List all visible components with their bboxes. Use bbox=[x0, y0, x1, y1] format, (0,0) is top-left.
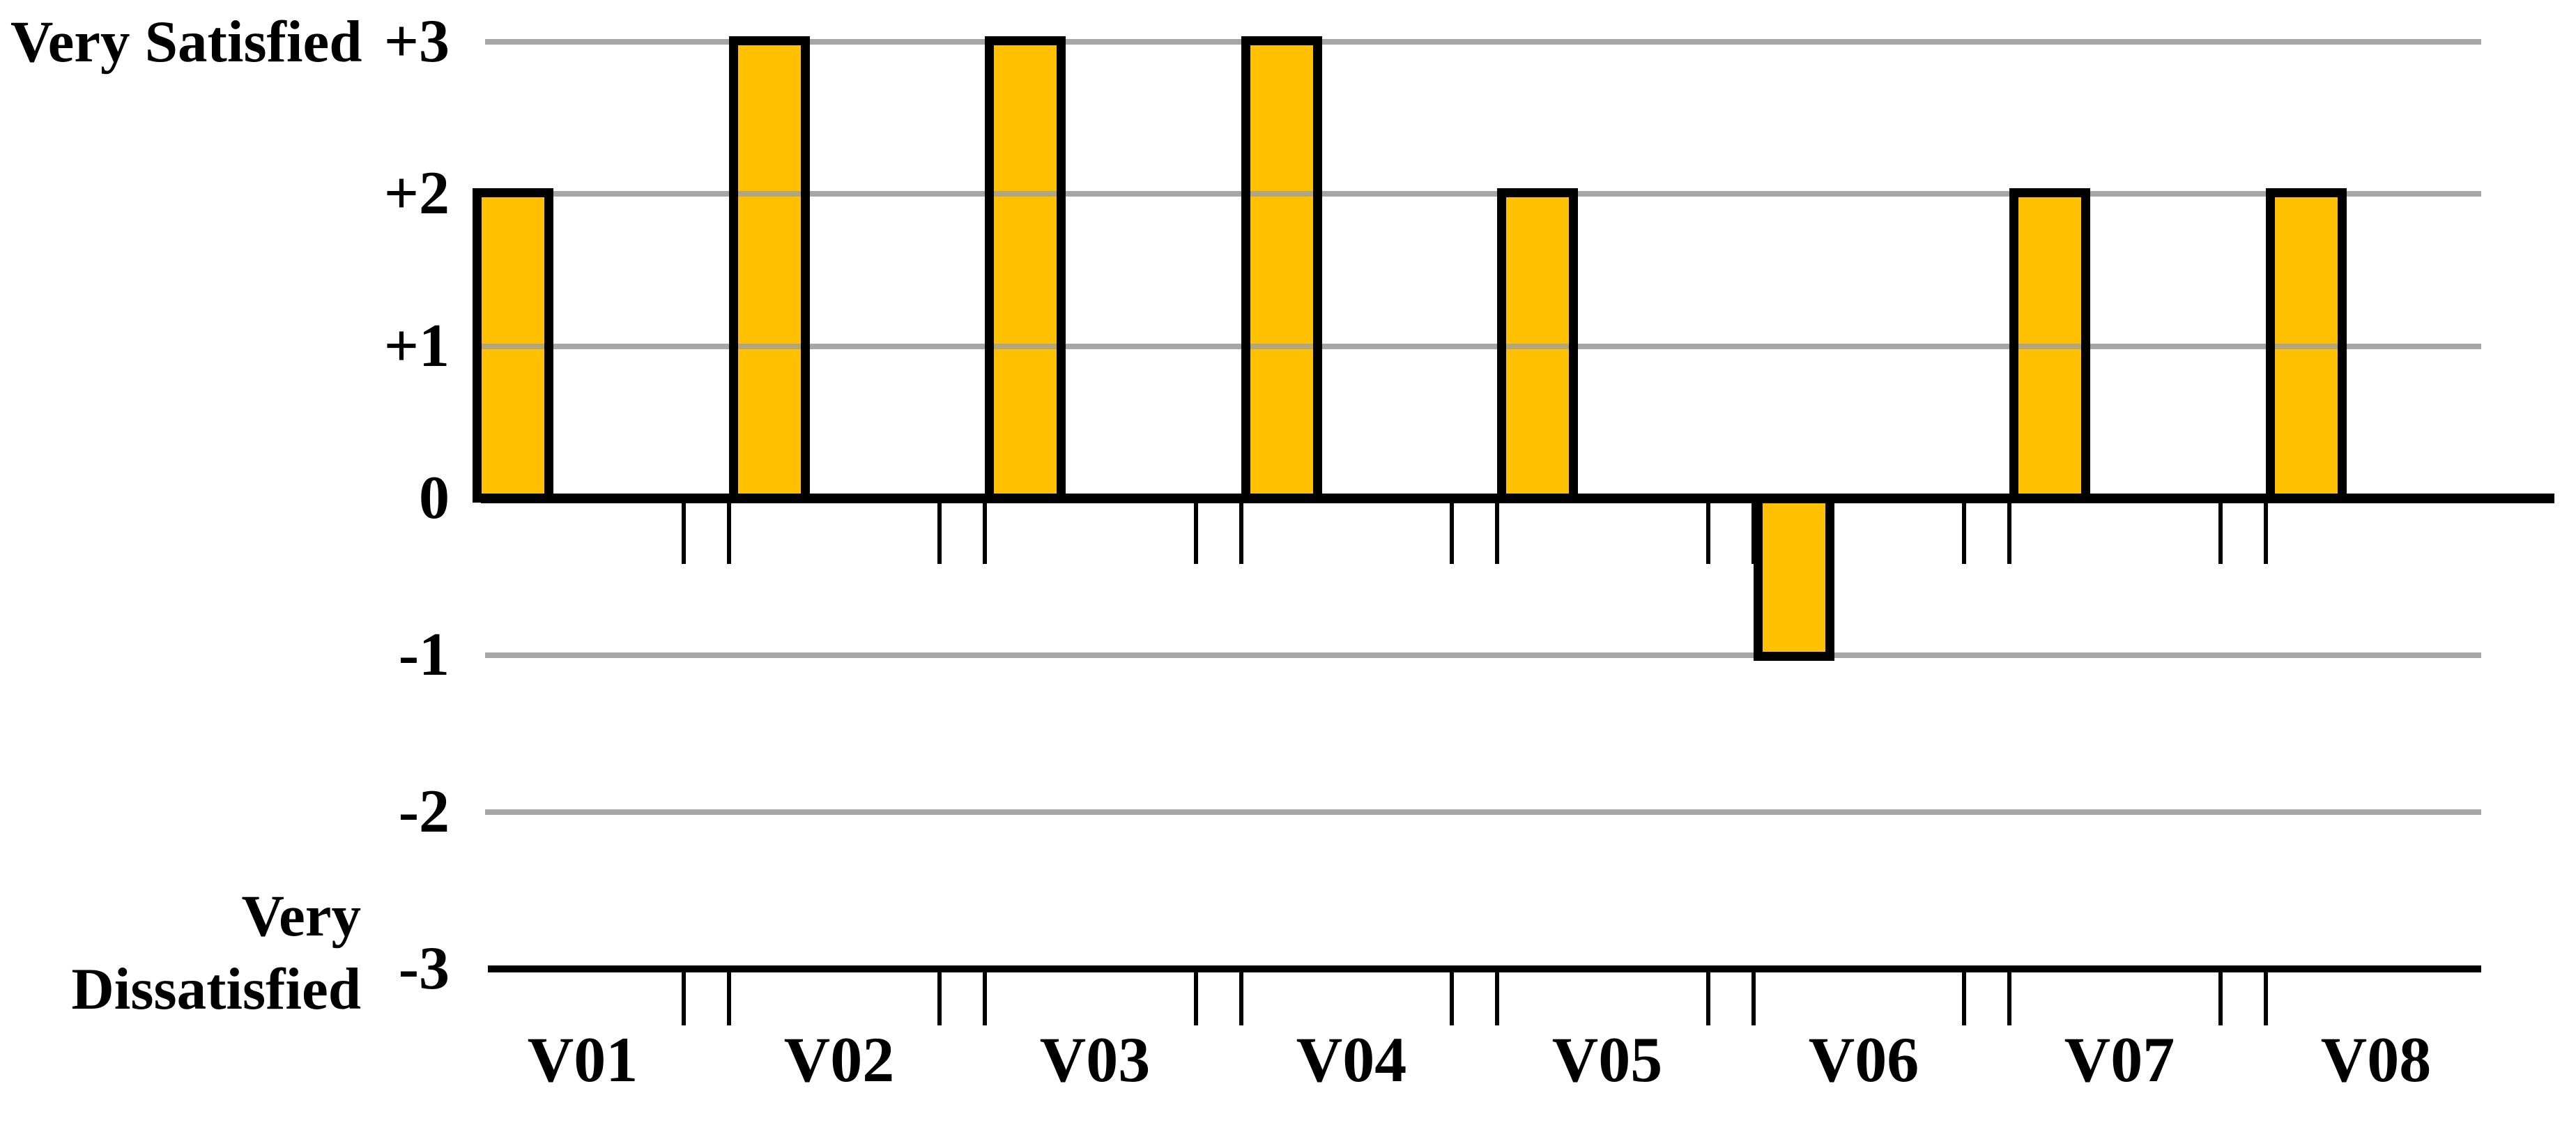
gridline-over-bar-V04-y1 bbox=[1250, 344, 1313, 349]
category-label-V01: V01 bbox=[527, 1024, 638, 1095]
y-tick-label-+3: +3 bbox=[383, 8, 450, 75]
annotation-line-very: Very bbox=[241, 883, 361, 949]
category-tick-lower-4-0 bbox=[1450, 970, 1454, 1025]
category-tick-upper-4-1 bbox=[1495, 500, 1499, 564]
bar-V04 bbox=[1241, 36, 1322, 503]
gridline-over-bar-V02-y1 bbox=[738, 344, 801, 349]
gridline-over-bar-V03-y2 bbox=[994, 191, 1057, 197]
category-tick-lower-2-0 bbox=[937, 970, 942, 1025]
category-tick-lower-5-0 bbox=[1706, 970, 1710, 1025]
category-tick-lower-7-0 bbox=[2218, 970, 2223, 1025]
category-tick-upper-2-1 bbox=[983, 500, 987, 564]
category-tick-upper-5-0 bbox=[1706, 500, 1710, 564]
bottom-axis-line bbox=[488, 965, 2481, 972]
bar-V06 bbox=[1754, 494, 1834, 661]
category-tick-lower-6-1 bbox=[2007, 970, 2011, 1025]
gridline-over-bar-V03-y1 bbox=[994, 344, 1057, 349]
y-tick-label-+1: +1 bbox=[383, 312, 450, 380]
bar-V03 bbox=[985, 36, 1066, 503]
category-tick-upper-7-1 bbox=[2264, 500, 2268, 564]
gridline-over-bar-V04-y2 bbox=[1250, 191, 1313, 197]
category-label-V05: V05 bbox=[1551, 1024, 1663, 1095]
category-tick-lower-5-1 bbox=[1751, 970, 1756, 1025]
category-tick-upper-2-0 bbox=[937, 500, 942, 564]
y-tick-label--2: -2 bbox=[398, 778, 450, 846]
category-label-V06: V06 bbox=[1808, 1024, 1919, 1095]
category-label-V07: V07 bbox=[2064, 1024, 2175, 1095]
gridline-over-bar-V08-y1 bbox=[2275, 344, 2338, 349]
gridline-over-bar-V05-y1 bbox=[1506, 344, 1569, 349]
category-label-V02: V02 bbox=[783, 1024, 895, 1095]
y-tick-label--3: -3 bbox=[398, 935, 450, 1002]
category-tick-lower-3-1 bbox=[1239, 970, 1243, 1025]
y-axis-annotation-very-dissatisfied: Very Dissatisfied bbox=[13, 880, 361, 1026]
category-tick-lower-1-0 bbox=[682, 970, 686, 1025]
y-tick-label--1: -1 bbox=[398, 621, 450, 689]
category-tick-lower-7-1 bbox=[2264, 970, 2268, 1025]
gridline-y3 bbox=[485, 39, 2481, 45]
gridline-over-bar-V02-y2 bbox=[738, 191, 801, 197]
y-axis-annotation-very-satisfied: Very Satisfied bbox=[10, 9, 362, 75]
category-tick-lower-3-0 bbox=[1194, 970, 1198, 1025]
gridline-over-bar-V01-y1 bbox=[482, 344, 544, 349]
gridline-y1 bbox=[485, 344, 2481, 349]
category-tick-lower-4-1 bbox=[1495, 970, 1499, 1025]
category-label-V03: V03 bbox=[1039, 1024, 1151, 1095]
y-tick-label-+2: +2 bbox=[383, 160, 450, 227]
category-tick-upper-4-0 bbox=[1450, 500, 1454, 564]
zero-axis-line bbox=[481, 494, 2554, 503]
category-tick-upper-6-1 bbox=[2007, 500, 2011, 564]
gridline-y-1 bbox=[485, 652, 2481, 658]
category-tick-upper-7-0 bbox=[2218, 500, 2223, 564]
category-tick-lower-2-1 bbox=[983, 970, 987, 1025]
category-tick-upper-6-0 bbox=[1962, 500, 1966, 564]
gridline-y-2 bbox=[485, 809, 2481, 815]
category-tick-upper-3-0 bbox=[1194, 500, 1198, 564]
category-label-V08: V08 bbox=[2320, 1024, 2432, 1095]
category-tick-lower-1-1 bbox=[727, 970, 731, 1025]
gridline-y2 bbox=[485, 191, 2481, 197]
category-tick-lower-6-0 bbox=[1962, 970, 1966, 1025]
bar-V02 bbox=[729, 36, 810, 503]
annotation-line-dissatisfied: Dissatisfied bbox=[71, 956, 361, 1022]
y-tick-label-0: 0 bbox=[419, 464, 450, 532]
category-tick-upper-3-1 bbox=[1239, 500, 1243, 564]
category-tick-upper-1-0 bbox=[682, 500, 686, 564]
category-tick-upper-1-1 bbox=[727, 500, 731, 564]
gridline-over-bar-V07-y1 bbox=[2018, 344, 2081, 349]
category-label-V04: V04 bbox=[1296, 1024, 1407, 1095]
